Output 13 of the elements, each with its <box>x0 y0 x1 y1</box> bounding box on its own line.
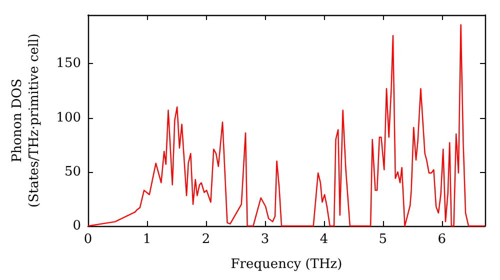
x-tick-label: 4 <box>320 232 328 247</box>
y-axis-title: Phonon DOS (States/THz·primitive cell) <box>10 33 42 208</box>
y-tick-label: 100 <box>56 110 81 126</box>
y-tick-label: 50 <box>64 164 81 180</box>
x-tick-label: 3 <box>260 232 270 247</box>
x-axis-title: Frequency (THz) <box>230 257 342 272</box>
x-tick-label: 6 <box>438 232 446 247</box>
x-tick-label: 5 <box>378 232 388 247</box>
x-tick-label: 2 <box>202 232 210 247</box>
x-tick-label: 1 <box>142 232 152 247</box>
x-tick-label: 0 <box>84 232 92 247</box>
y-tick-label: 0 <box>72 218 81 234</box>
y-tick-label: 150 <box>56 56 81 72</box>
